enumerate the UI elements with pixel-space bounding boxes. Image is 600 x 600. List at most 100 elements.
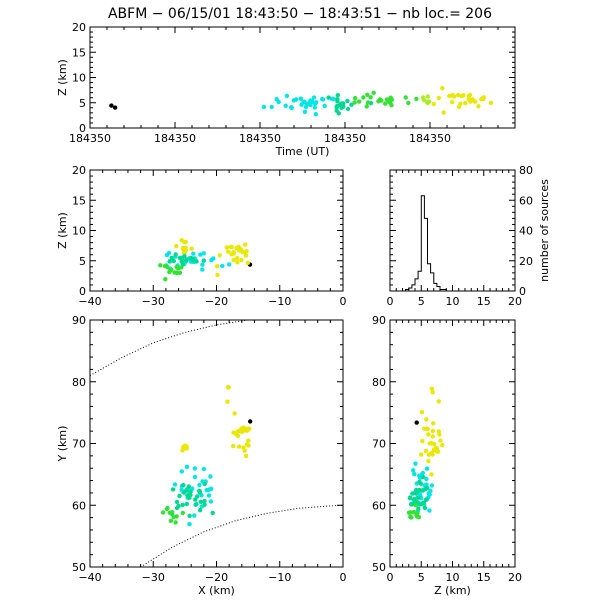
data-point <box>415 510 420 516</box>
data-point <box>436 95 441 101</box>
data-point <box>225 384 231 390</box>
panel-x-z: −40 −30 −20 −10 0 0 5 10 15 20 Z (km) <box>56 164 347 308</box>
plot-panels: 184350 184350 184350 184350 18435005101520Ti… <box>56 21 551 597</box>
x-tick-label: 0 <box>387 571 394 584</box>
x-axis-label: Time (UT) <box>275 145 330 158</box>
data-point <box>160 510 166 515</box>
data-point <box>345 98 350 104</box>
data-point <box>429 386 434 391</box>
data-point <box>440 86 445 91</box>
data-point <box>171 258 176 264</box>
x-tick-label: −30 <box>142 295 165 308</box>
y-tick-label: 20 <box>519 255 533 268</box>
y-tick-label: 20 <box>72 21 86 34</box>
data-point <box>431 101 436 107</box>
data-point <box>407 495 413 500</box>
x-tick-label: 184350 <box>324 132 366 145</box>
data-point <box>172 482 178 487</box>
x-tick-label: −20 <box>205 295 228 308</box>
data-point <box>182 253 187 259</box>
data-point <box>412 496 417 502</box>
plot-area-z-y <box>406 386 445 520</box>
x-tick-label: 5 <box>418 571 425 584</box>
y-axis-label: Z (km) <box>56 59 69 96</box>
data-point <box>420 438 425 444</box>
data-point <box>341 101 346 106</box>
data-point <box>202 498 207 504</box>
plot-area-height-histogram <box>390 195 515 291</box>
data-point <box>430 428 436 434</box>
x-tick-label: 0 <box>387 295 394 308</box>
y-tick-label: 60 <box>519 194 533 207</box>
data-point <box>411 509 416 515</box>
y-axis-label: Z (km) <box>56 212 69 249</box>
data-point <box>438 438 443 443</box>
panel-x-y: −40 −30 −20 −10 0 50 60 70 80 90 X (km) Y (km) <box>56 314 347 597</box>
data-point <box>408 502 414 507</box>
data-point <box>352 100 357 105</box>
data-point <box>308 102 313 108</box>
data-point <box>311 95 317 100</box>
data-point <box>414 487 419 493</box>
data-point <box>361 95 366 100</box>
data-point <box>430 452 435 457</box>
data-point <box>191 251 196 256</box>
axes-frame <box>89 26 516 129</box>
data-point <box>422 505 428 511</box>
data-point <box>413 461 418 466</box>
data-point <box>410 491 415 496</box>
data-point <box>430 390 435 395</box>
data-point <box>214 264 220 269</box>
data-point <box>204 488 209 493</box>
data-point <box>312 105 317 110</box>
data-point <box>335 99 340 104</box>
data-point <box>235 256 240 261</box>
data-point <box>261 104 267 110</box>
data-point <box>447 93 452 99</box>
data-point <box>177 493 182 499</box>
data-point <box>387 100 393 105</box>
data-point <box>181 482 186 488</box>
data-point <box>210 510 215 516</box>
x-tick-label: −40 <box>78 571 101 584</box>
data-point <box>429 483 435 488</box>
data-point <box>197 482 202 488</box>
data-point <box>201 251 206 256</box>
data-point <box>428 488 433 494</box>
data-point <box>424 466 430 471</box>
data-point <box>441 110 446 115</box>
data-point <box>468 99 473 104</box>
data-point <box>193 502 198 507</box>
data-point <box>304 102 310 108</box>
data-point <box>225 399 230 404</box>
data-point <box>220 263 225 269</box>
y-tick-label: 80 <box>372 376 386 389</box>
data-point <box>167 259 172 264</box>
data-point <box>455 92 461 98</box>
data-point <box>198 252 203 257</box>
data-point <box>424 417 429 422</box>
data-point <box>186 484 191 489</box>
plot-area-x-z <box>158 238 253 282</box>
data-point <box>467 92 473 98</box>
data-point <box>164 506 169 512</box>
x-tick-label: −30 <box>142 571 165 584</box>
data-point <box>201 258 206 263</box>
y-tick-label: 80 <box>519 164 533 177</box>
data-point <box>349 102 354 107</box>
data-point <box>419 410 425 415</box>
data-point <box>245 428 250 433</box>
x-tick-label: 10 <box>446 571 460 584</box>
data-point <box>459 93 464 99</box>
data-point <box>179 469 184 474</box>
data-point <box>234 245 239 251</box>
x-tick-label: 20 <box>508 571 522 584</box>
data-point <box>180 502 185 508</box>
data-point <box>298 96 303 101</box>
data-point <box>173 252 178 257</box>
data-point <box>371 90 376 96</box>
data-point <box>192 474 198 480</box>
y-tick-label: 90 <box>72 314 86 327</box>
data-point <box>198 499 203 504</box>
data-point <box>243 242 248 247</box>
